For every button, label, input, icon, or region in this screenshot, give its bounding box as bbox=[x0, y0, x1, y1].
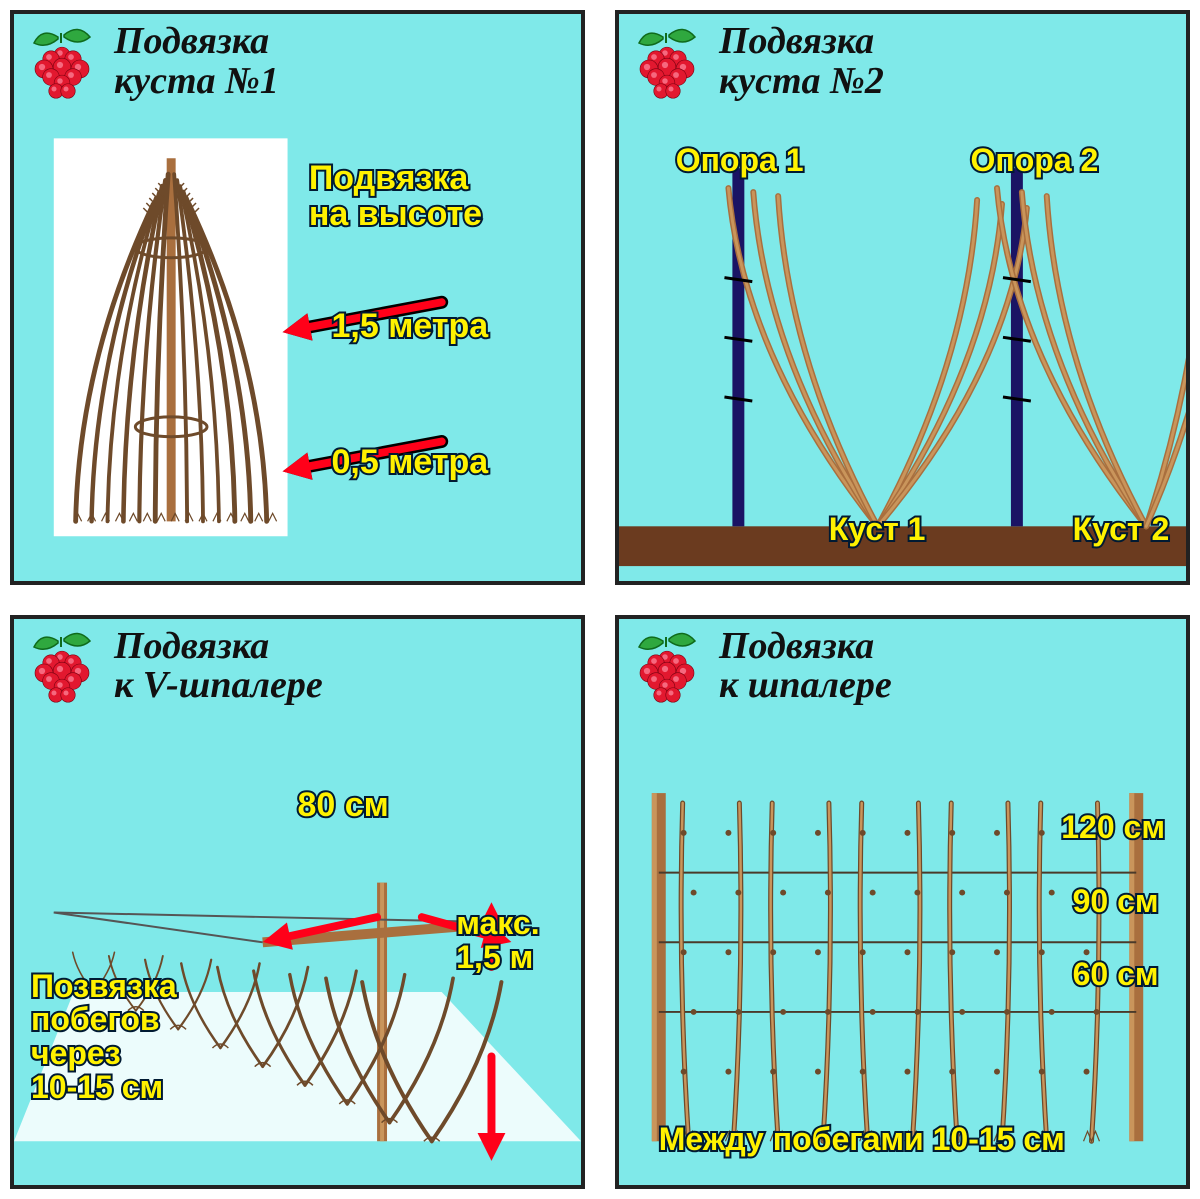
panel-p3: Подвязка к V-шпалере80 сммакс. 1,5 мПозв… bbox=[10, 615, 585, 1190]
measurement-label: 60 см bbox=[1073, 958, 1159, 992]
panel-p1: Подвязка куста №1Подвязка на высоте1,5 м… bbox=[10, 10, 585, 585]
arrow-icon bbox=[263, 917, 377, 950]
measurement-label: Между побегами 10-15 см bbox=[659, 1123, 1065, 1157]
measurement-label: Подвязка на высоте bbox=[309, 161, 482, 232]
panel-header: Подвязка куста №2 bbox=[619, 14, 1186, 106]
raspberry-icon bbox=[633, 25, 707, 99]
measurement-label: 120 см bbox=[1061, 811, 1165, 845]
measurement-label: макс. 1,5 м bbox=[456, 907, 539, 974]
measurement-label: Опора 2 bbox=[971, 144, 1099, 178]
measurement-label: 90 см bbox=[1073, 885, 1159, 919]
measurement-label: Позвязка побегов через 10-15 см bbox=[31, 970, 177, 1104]
measurement-label: Опора 1 bbox=[676, 144, 804, 178]
panel-header: Подвязка к шпалере bbox=[619, 619, 1186, 711]
measurement-label: 0,5 метра bbox=[332, 445, 489, 481]
panel-p4: Подвязка к шпалере 120 см 90 см 60 см Между … bbox=[615, 615, 1190, 1190]
illustration-flat-trellis bbox=[619, 719, 1186, 1186]
measurement-label: 1,5 метра bbox=[332, 309, 489, 345]
measurement-label: 80 см bbox=[298, 788, 389, 824]
measurement-label: Куст 1 bbox=[829, 513, 926, 547]
measurement-label: Куст 2 bbox=[1073, 513, 1170, 547]
panel-p2: Подвязка куста №2 Опора 1 Опора 2 Куст 1 Кус… bbox=[615, 10, 1190, 585]
panel-title: Подвязка к шпалере bbox=[719, 627, 892, 707]
panel-illustration bbox=[619, 719, 1186, 1186]
panel-title: Подвязка куста №2 bbox=[719, 22, 884, 102]
raspberry-icon bbox=[633, 629, 707, 703]
arrows-layer bbox=[14, 14, 581, 581]
arrow-icon bbox=[478, 1056, 506, 1160]
